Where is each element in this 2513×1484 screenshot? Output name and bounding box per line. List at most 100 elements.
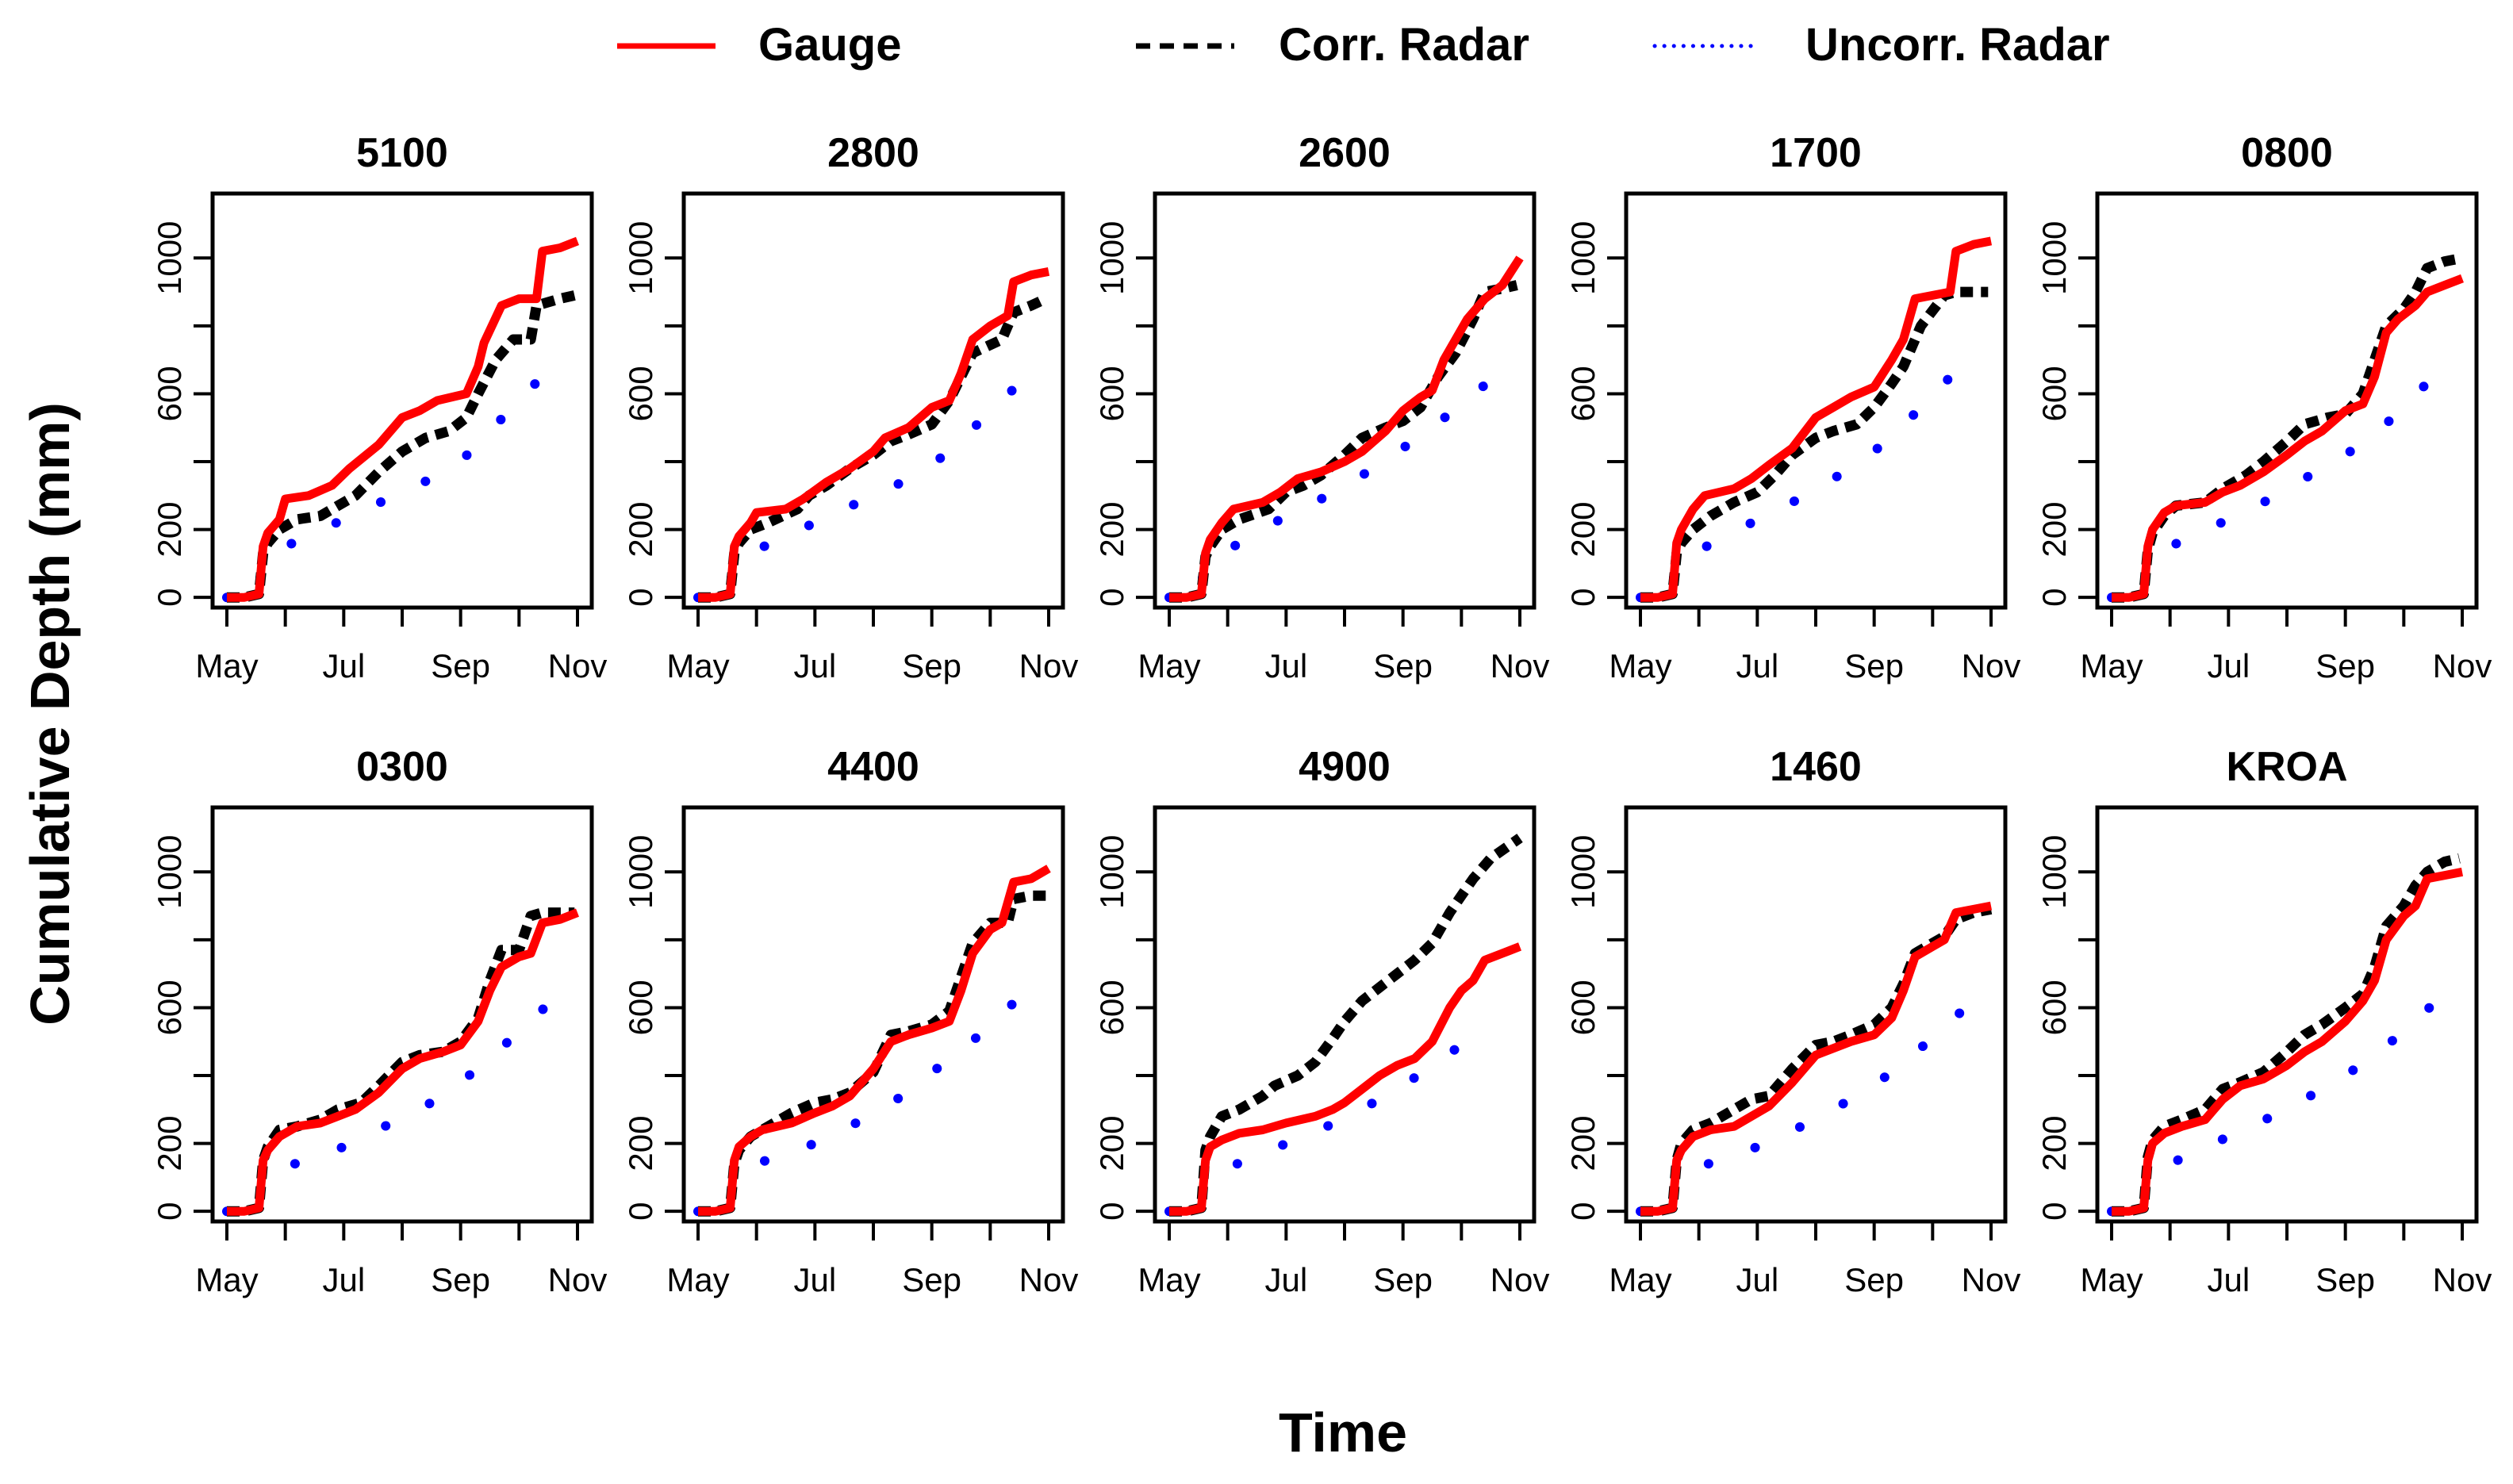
y-tick-label: 200 [1564, 1116, 1602, 1171]
y-tick-label: 600 [622, 366, 659, 421]
series-line-corr-radar [1169, 834, 1523, 1217]
series-line-gauge [227, 236, 579, 602]
series-line-uncorr-radar [222, 999, 554, 1217]
y-tick-label: 600 [151, 366, 188, 421]
x-tick-label: Sep [2315, 1261, 2375, 1298]
x-tick-label: May [1609, 1261, 1671, 1298]
x-tick-label: Sep [1373, 1261, 1433, 1298]
y-tick-label: 0 [622, 588, 659, 606]
panel-1700: 1700 May Jul Sep Nov 0 200 600 1000 [1564, 130, 2020, 684]
y-tick-label: 1000 [1093, 221, 1130, 295]
x-tick-label: Sep [2315, 647, 2375, 684]
panel-0800: 0800 May Jul Sep Nov 0 200 600 1000 [2035, 130, 2492, 684]
panel-title: 4900 [1299, 744, 1391, 790]
x-tick-label: Sep [1844, 647, 1904, 684]
series-line-uncorr-radar [2107, 372, 2438, 603]
panel-title: 0800 [2241, 130, 2333, 176]
series-line-uncorr-radar [693, 378, 1025, 603]
x-tick-label: Nov [1962, 647, 2021, 684]
legend-label-corr-radar: Corr. Radar [1279, 19, 1529, 71]
y-tick-label: 1000 [151, 221, 188, 295]
x-tick-label: Jul [1264, 1261, 1307, 1298]
panel-4400: 4400 May Jul Sep Nov 0 200 600 1000 [622, 744, 1078, 1298]
series-line-gauge [2112, 867, 2464, 1216]
y-tick-label: 200 [2035, 1116, 2073, 1171]
x-tick-label: Sep [902, 1261, 961, 1298]
y-tick-label: 1000 [1093, 835, 1130, 909]
y-tick-label: 0 [622, 1202, 659, 1220]
x-tick-label: May [1138, 1261, 1200, 1298]
y-tick-label: 200 [622, 1116, 659, 1171]
y-tick-label: 600 [1093, 366, 1130, 421]
x-tick-label: Jul [322, 1261, 365, 1298]
x-tick-label: Nov [2433, 1261, 2492, 1298]
series-line-corr-radar [698, 890, 1046, 1217]
x-tick-label: May [1138, 647, 1200, 684]
series-line-uncorr-radar [2107, 999, 2438, 1217]
x-tick-label: Nov [1019, 1261, 1079, 1298]
y-tick-label: 1000 [622, 221, 659, 295]
y-tick-label: 0 [151, 588, 188, 606]
x-tick-label: Jul [793, 1261, 836, 1298]
series-line-uncorr-radar [1636, 358, 1967, 603]
x-tick-label: May [195, 1261, 258, 1298]
y-tick-label: 0 [1093, 588, 1130, 606]
panel-title: 4400 [827, 744, 919, 790]
panel-4900: 4900 May Jul Sep Nov 0 200 600 1000 [1093, 744, 1549, 1298]
y-tick-label: 200 [151, 502, 188, 558]
series-line-gauge [1640, 236, 1993, 602]
x-tick-label: Jul [793, 647, 836, 684]
y-tick-label: 1000 [2035, 835, 2073, 909]
panel-title: 1700 [1770, 130, 1862, 176]
x-tick-label: May [195, 647, 258, 684]
x-tick-label: Jul [322, 647, 365, 684]
y-tick-label: 200 [1093, 1116, 1130, 1171]
x-tick-label: May [2080, 647, 2143, 684]
x-tick-label: Nov [1019, 647, 1079, 684]
panel-5100: 5100 May Jul Sep Nov 0 200 600 1000 [151, 130, 607, 684]
panel-title: KROA [2226, 744, 2347, 790]
legend: Gauge Corr. Radar Uncorr. Radar [617, 19, 2110, 71]
series-line-corr-radar [227, 290, 576, 603]
x-tick-label: Nov [1491, 1261, 1550, 1298]
series-line-gauge [1169, 255, 1524, 602]
panel-title: 2600 [1299, 130, 1391, 176]
legend-label-uncorr-radar: Uncorr. Radar [1805, 19, 2110, 71]
y-tick-label: 200 [2035, 502, 2073, 558]
y-tick-label: 0 [2035, 1202, 2073, 1220]
plot-frame [2095, 805, 2479, 1224]
x-tick-label: Jul [1264, 647, 1307, 684]
x-axis-title: Time [1279, 1402, 1407, 1463]
series-line-gauge [698, 865, 1051, 1216]
y-tick-label: 600 [1564, 980, 1602, 1035]
x-tick-label: Jul [2207, 1261, 2250, 1298]
y-tick-label: 1000 [1564, 835, 1602, 909]
x-tick-label: Nov [1962, 1261, 2021, 1298]
series-line-corr-radar [1640, 286, 1989, 603]
x-tick-label: May [666, 1261, 729, 1298]
series-line-gauge [227, 908, 579, 1216]
panel-0300: 0300 May Jul Sep Nov 0 200 600 1000 [151, 744, 607, 1298]
y-tick-label: 0 [1564, 1202, 1602, 1220]
y-tick-label: 600 [2035, 366, 2073, 421]
series-line-gauge [1640, 901, 1993, 1216]
panel-2600: 2600 May Jul Sep Nov 0 200 600 1000 [1093, 130, 1549, 684]
panel-title: 0300 [356, 744, 448, 790]
y-tick-label: 1000 [622, 835, 659, 909]
y-tick-label: 600 [2035, 980, 2073, 1035]
plot-frame [1624, 805, 2008, 1224]
panel-title: 1460 [1770, 744, 1862, 790]
y-tick-label: 1000 [1564, 221, 1602, 295]
x-tick-label: Jul [2207, 647, 2250, 684]
panel-title: 5100 [356, 130, 448, 176]
panel-title: 2800 [827, 130, 919, 176]
series-line-uncorr-radar [1636, 1006, 1967, 1217]
y-tick-label: 600 [622, 980, 659, 1035]
x-tick-label: May [2080, 1261, 2143, 1298]
panel-kroa: KROA May Jul Sep Nov 0 200 600 1000 [2035, 744, 2492, 1298]
x-tick-label: Jul [1736, 647, 1778, 684]
x-tick-label: Nov [2433, 647, 2492, 684]
y-tick-label: 600 [1093, 980, 1130, 1035]
panel-1460: 1460 May Jul Sep Nov 0 200 600 1000 [1564, 744, 2020, 1298]
y-axis-title: Cumulative Depth (mm) [19, 402, 81, 1026]
